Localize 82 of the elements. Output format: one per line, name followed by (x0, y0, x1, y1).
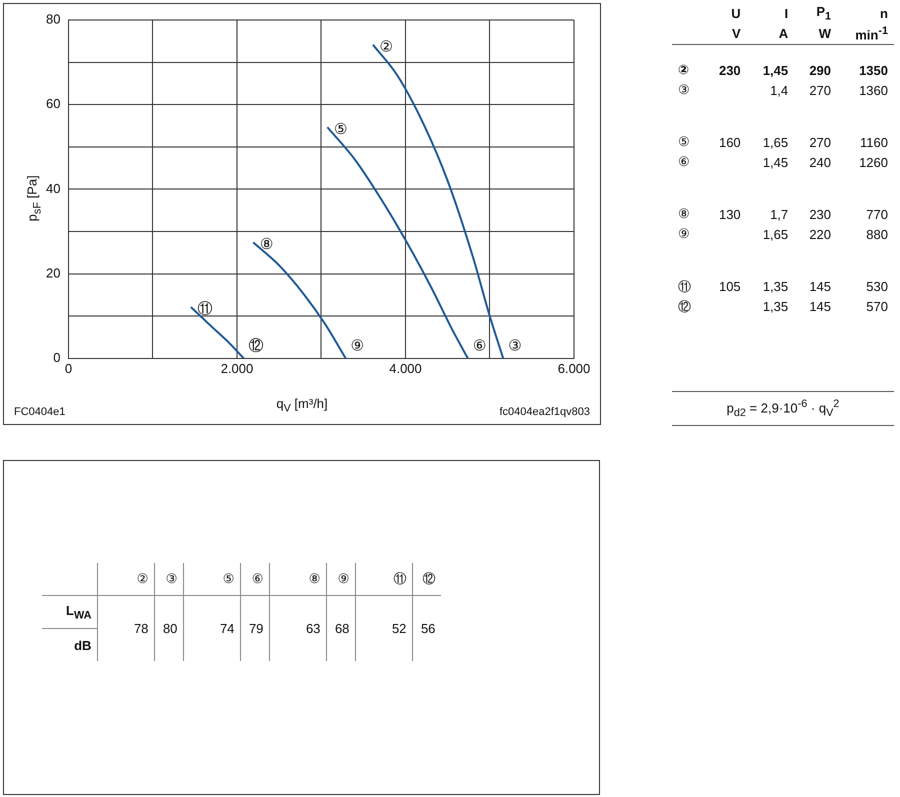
x-tick-label: 6.000 (558, 360, 590, 376)
category-label: ③ (154, 563, 184, 596)
series-label: ⑤ (334, 120, 348, 138)
category-label: ⑨ (326, 563, 356, 596)
data-label: 1,35 (762, 278, 790, 296)
data-label: 68 (326, 596, 356, 661)
data-label: 1,45 (762, 154, 790, 172)
annotation: ⑥ (472, 336, 486, 354)
series-label: ⑧ (260, 234, 274, 253)
category-label: ⑫ (677, 298, 692, 317)
data-label: 770 (865, 206, 889, 224)
category-label: ③ (677, 82, 691, 100)
annotation: ⑫ (248, 336, 264, 354)
data-label: 570 (865, 298, 889, 316)
category-label: ② (677, 62, 690, 80)
data-label: 130 (718, 206, 742, 224)
annotation: ⑨ (350, 336, 364, 354)
data-label: 270 (808, 82, 832, 100)
data-label: 52 (356, 596, 413, 661)
text: dB (73, 636, 92, 654)
category-label: ② (98, 563, 155, 596)
series-label: ⑪ (197, 300, 212, 318)
data-label: 79 (240, 596, 270, 661)
data-label: 80 (154, 596, 184, 661)
data-label: 1360 (858, 82, 889, 100)
data-label: 290 (808, 62, 832, 80)
text: A (746, 24, 794, 44)
series-label: ② (379, 37, 393, 56)
data-label: 56 (412, 596, 442, 661)
data-label: 1,35 (762, 298, 790, 316)
data-label: 530 (865, 278, 889, 296)
data-label: 78 (98, 596, 155, 661)
category-label: ⑧ (270, 563, 327, 596)
annotation: ③ (508, 336, 522, 354)
y-tick-label: 80 (46, 12, 60, 27)
data-label: 145 (808, 298, 832, 316)
data-label: 1,7 (769, 206, 790, 224)
data-label: 160 (718, 134, 742, 152)
x-tick-label: 2.000 (220, 360, 254, 376)
text: min$^{-1}$ (837, 24, 894, 44)
data-label: 880 (865, 226, 889, 244)
data-label: 220 (808, 226, 832, 244)
data-label: 1,65 (762, 134, 790, 152)
data-label: 230 (718, 62, 742, 80)
data-label: 1,65 (762, 226, 790, 244)
text: I (784, 4, 790, 23)
data-label: 105 (718, 278, 742, 296)
text: fc0404ea2f1qv803 (499, 406, 590, 418)
category-label: ⑫ (412, 563, 442, 596)
category-label: ⑤ (677, 134, 691, 152)
data-label: 1,45 (762, 62, 790, 80)
text: V (704, 24, 747, 44)
text: W (794, 24, 838, 44)
category-label: ⑤ (184, 563, 241, 596)
data-label: 240 (808, 154, 832, 172)
data-label: 145 (808, 278, 832, 296)
data-label: 1160 (859, 134, 889, 152)
category-label: ⑥ (240, 563, 270, 596)
x-tick-label: 4.000 (389, 360, 422, 376)
category-label: ⑪ (677, 278, 692, 297)
category-label: ⑧ (677, 206, 691, 224)
y-tick-label: 20 (46, 265, 60, 280)
data-label: 270 (808, 134, 832, 152)
data-label: 1,4 (769, 82, 790, 100)
text: n (879, 4, 889, 23)
y-tick-label: 40 (46, 180, 60, 196)
text: FC0404e1 (14, 406, 66, 418)
data-label: 74 (184, 596, 241, 661)
category-label: ⑨ (677, 226, 691, 244)
data-label: 63 (270, 596, 327, 661)
category-label: ⑥ (677, 154, 691, 172)
data-label: 1350 (858, 62, 889, 80)
x-axis-title: q$_{V}$ [m³/h] (276, 396, 328, 415)
text: U (730, 4, 742, 23)
x-tick-label: 0 (64, 360, 72, 376)
data-label: 1260 (858, 154, 889, 172)
y-tick-label: 0 (53, 350, 60, 365)
data-label: 230 (808, 206, 832, 224)
text: P$_{1}$ (815, 3, 832, 24)
y-tick-label: 60 (46, 96, 60, 112)
text: L$_{WA}$ (42, 596, 98, 628)
category-label: ⑪ (356, 563, 413, 596)
